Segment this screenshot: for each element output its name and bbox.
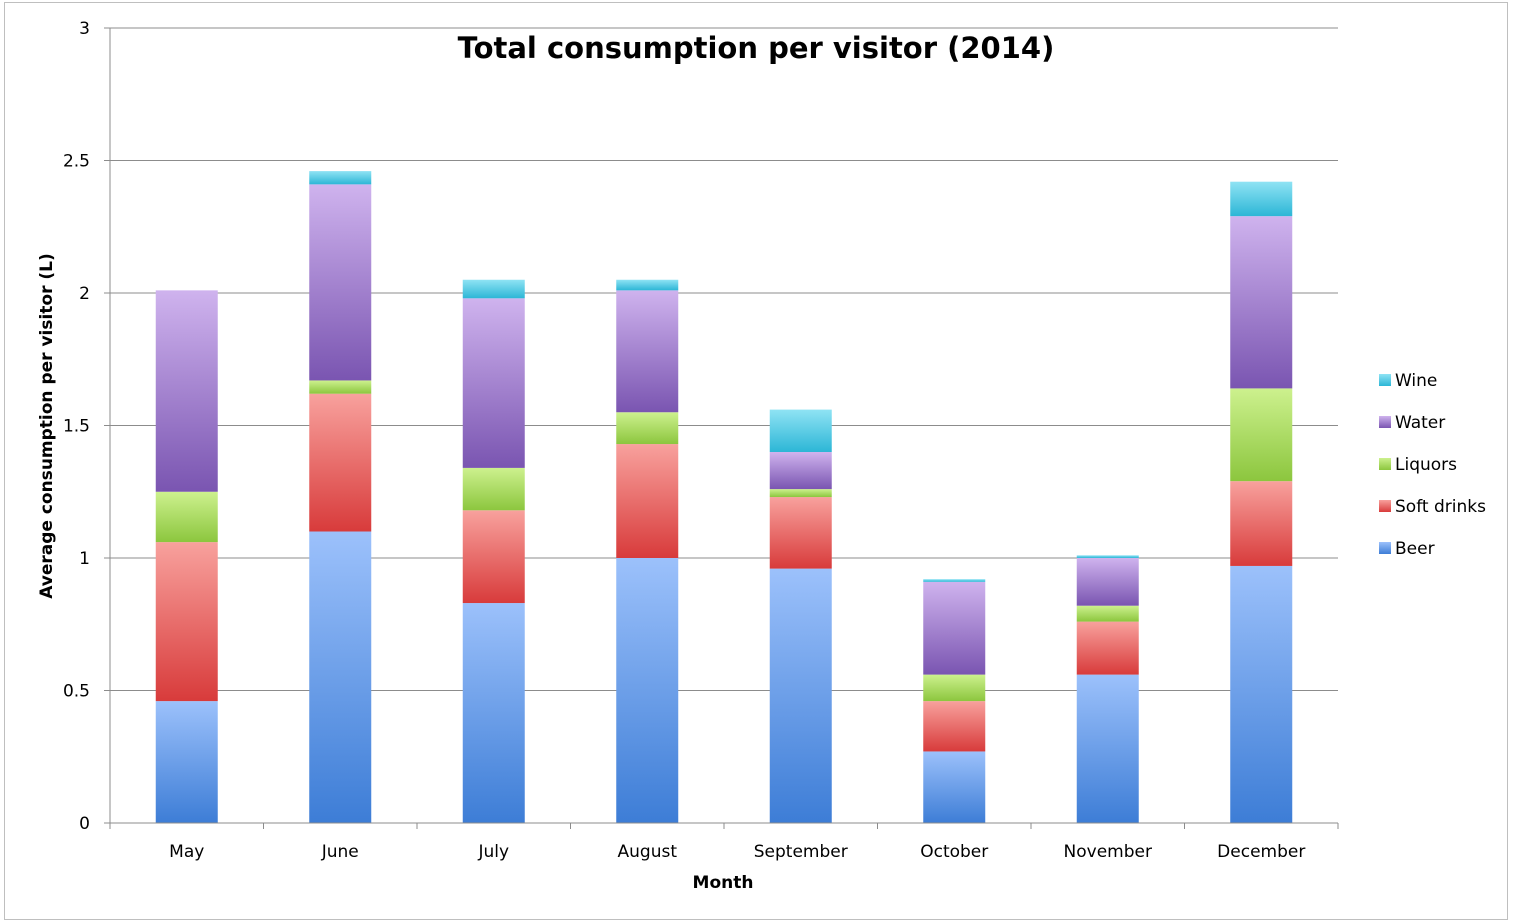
bar-segment-wine bbox=[1076, 555, 1139, 558]
x-tick-label: August bbox=[618, 842, 678, 862]
y-tick-label: 1.5 bbox=[63, 417, 90, 437]
bar-segment-soft-drinks bbox=[616, 444, 679, 558]
legend-label: Wine bbox=[1395, 371, 1437, 391]
bar-segment-wine bbox=[462, 279, 525, 299]
bar-segment-liquors bbox=[769, 489, 832, 498]
x-tick-label: November bbox=[1064, 842, 1152, 862]
y-tick-label: 3 bbox=[79, 19, 90, 39]
bar-segment-water bbox=[155, 290, 218, 492]
bar-segment-wine bbox=[616, 279, 679, 291]
bar-segment-water bbox=[1230, 216, 1293, 389]
legend-swatch bbox=[1379, 500, 1391, 512]
bar-segment-liquors bbox=[462, 467, 525, 511]
x-axis-title: Month bbox=[693, 873, 754, 893]
y-axis-ticks: 0 0.5 1 1.5 2 2.5 3 bbox=[63, 19, 110, 834]
bar-segment-water bbox=[462, 298, 525, 468]
legend-swatch bbox=[1379, 458, 1391, 470]
bar-segment-beer bbox=[1230, 565, 1293, 823]
bar-segment-wine bbox=[769, 409, 832, 452]
bar-segment-wine bbox=[309, 171, 372, 185]
bar-segment-soft-drinks bbox=[309, 393, 372, 532]
bar-segment-soft-drinks bbox=[923, 701, 986, 752]
bar-segment-soft-drinks bbox=[769, 497, 832, 569]
bar-segment-liquors bbox=[309, 380, 372, 394]
x-tick-label: May bbox=[169, 842, 204, 862]
bar-segment-water bbox=[616, 290, 679, 413]
y-tick-label: 0.5 bbox=[63, 682, 90, 702]
legend-label: Soft drinks bbox=[1395, 497, 1486, 517]
legend-label: Water bbox=[1395, 413, 1445, 433]
bar-segment-water bbox=[923, 581, 986, 675]
legend: Wine Water Liquors Soft drinks Beer bbox=[1379, 371, 1486, 559]
x-tick-label: October bbox=[920, 842, 988, 862]
legend-label: Beer bbox=[1395, 539, 1435, 559]
y-tick-label: 2 bbox=[79, 284, 90, 304]
legend-swatch bbox=[1379, 542, 1391, 554]
x-tick-label: December bbox=[1217, 842, 1305, 862]
bar-segment-water bbox=[769, 452, 832, 490]
y-axis-title: Average consumption per visitor (L) bbox=[37, 253, 57, 599]
bar-segment-beer bbox=[616, 558, 679, 823]
bar-segment-water bbox=[309, 184, 372, 381]
legend-swatch bbox=[1379, 416, 1391, 428]
chart-title: Total consumption per visitor (2014) bbox=[458, 31, 1055, 65]
bar-segment-liquors bbox=[616, 412, 679, 445]
bar-segment-wine bbox=[923, 579, 986, 582]
gridlines bbox=[110, 27, 1338, 691]
y-tick-label: 2.5 bbox=[63, 152, 90, 172]
bar-segment-beer bbox=[462, 603, 525, 823]
bar-segment-soft-drinks bbox=[1230, 481, 1293, 566]
y-tick-label: 0 bbox=[79, 814, 90, 834]
bar-segment-liquors bbox=[1230, 388, 1293, 482]
bar-segment-soft-drinks bbox=[155, 542, 218, 702]
x-axis-ticks: May June July August September October Novembe… bbox=[109, 823, 1339, 862]
bar-segment-soft-drinks bbox=[1076, 621, 1139, 675]
bar-segment-liquors bbox=[155, 491, 218, 543]
legend-swatch bbox=[1379, 374, 1391, 386]
bar-segment-liquors bbox=[1076, 605, 1139, 622]
x-tick-label: July bbox=[477, 842, 509, 862]
bar-segment-soft-drinks bbox=[462, 510, 525, 604]
bar-segment-liquors bbox=[923, 674, 986, 702]
bar-segment-beer bbox=[769, 568, 832, 823]
bar-segment-beer bbox=[309, 531, 372, 823]
x-tick-label: June bbox=[321, 842, 359, 862]
bar-segment-water bbox=[1076, 558, 1139, 606]
bar-segment-wine bbox=[1230, 181, 1293, 217]
bar-segment-beer bbox=[155, 701, 218, 823]
y-tick-label: 1 bbox=[79, 549, 90, 569]
bar-segment-beer bbox=[1076, 674, 1139, 823]
x-tick-label: September bbox=[754, 842, 848, 862]
bars bbox=[155, 171, 1293, 823]
bar-segment-beer bbox=[923, 751, 986, 823]
legend-label: Liquors bbox=[1395, 455, 1457, 475]
